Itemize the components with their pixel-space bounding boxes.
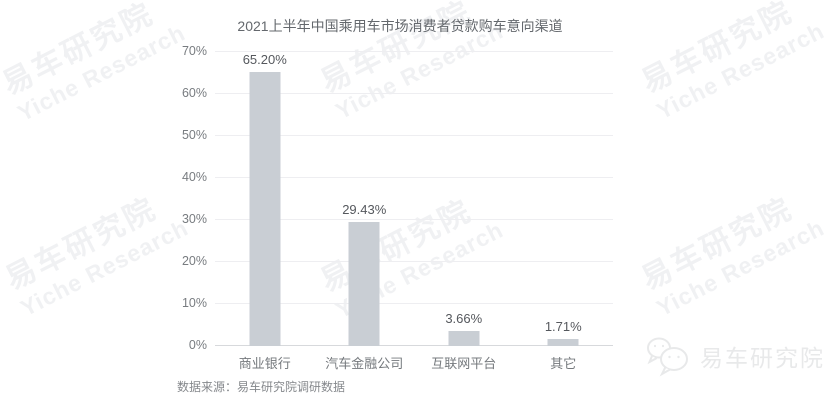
chart-title: 2021上半年中国乘用车市场消费者贷款购车意向渠道 [237, 18, 563, 34]
footer-logo-text: 易车研究院 [700, 345, 825, 371]
y-tick-label: 50% [181, 128, 207, 142]
bar-4 [547, 338, 579, 346]
bar-band: 65.20% [215, 52, 315, 346]
y-tick-label: 40% [181, 170, 207, 184]
bar-value-label: 3.66% [445, 310, 483, 326]
watermark-text-en: Yiche Research [652, 213, 829, 321]
y-tick-label: 70% [181, 44, 207, 58]
bar-3 [448, 330, 480, 346]
x-category-label: 互联网平台 [431, 356, 497, 371]
y-tick-label: 30% [181, 212, 207, 226]
wechat-icon [647, 337, 688, 377]
bar-value-label: 29.43% [342, 202, 387, 218]
bars-container: 65.20% 29.43% 3.66% 1.71% [215, 52, 613, 346]
gridline [215, 51, 613, 52]
bar-value-label: 1.71% [544, 318, 582, 334]
x-category-label: 其它 [550, 356, 577, 371]
y-tick-label: 0% [188, 338, 207, 352]
bar-1 [249, 72, 281, 346]
x-axis: 商业银行 汽车金融公司 互联网平台 其它 [215, 353, 613, 372]
watermark-text-cn: 易车研究院 [636, 192, 799, 297]
y-axis: 0% 10% 20% 30% 40% 50% 60% 70% [0, 44, 207, 352]
source-note: 数据来源：易车研究院调研数据 [177, 380, 346, 394]
x-category-label: 汽车金融公司 [325, 356, 404, 371]
gridline [215, 303, 613, 304]
bar-2 [348, 222, 380, 346]
x-category-label: 商业银行 [238, 356, 291, 371]
watermark: 易车研究院 Yiche Research [636, 190, 829, 321]
gridline [215, 177, 613, 178]
watermark-text-cn: 易车研究院 [636, 0, 799, 100]
y-tick-label: 60% [181, 86, 207, 100]
watermark-text-en: Yiche Research [652, 16, 829, 124]
gridline [215, 345, 613, 346]
gridline [215, 219, 613, 220]
gridline [215, 261, 613, 262]
gridline [215, 135, 613, 136]
watermark: 易车研究院 Yiche Research [636, 0, 829, 124]
bar-value-label: 65.20% [242, 52, 287, 68]
y-tick-label: 10% [181, 296, 207, 310]
bar-band: 3.66% [414, 52, 514, 346]
y-tick-label: 20% [181, 254, 207, 268]
footer-logo: 易车研究院 [645, 335, 825, 377]
gridline [215, 93, 613, 94]
bar-band: 1.71% [514, 52, 614, 346]
bar-band: 29.43% [315, 52, 415, 346]
plot-area: 65.20% 29.43% 3.66% 1.71% [215, 51, 613, 346]
